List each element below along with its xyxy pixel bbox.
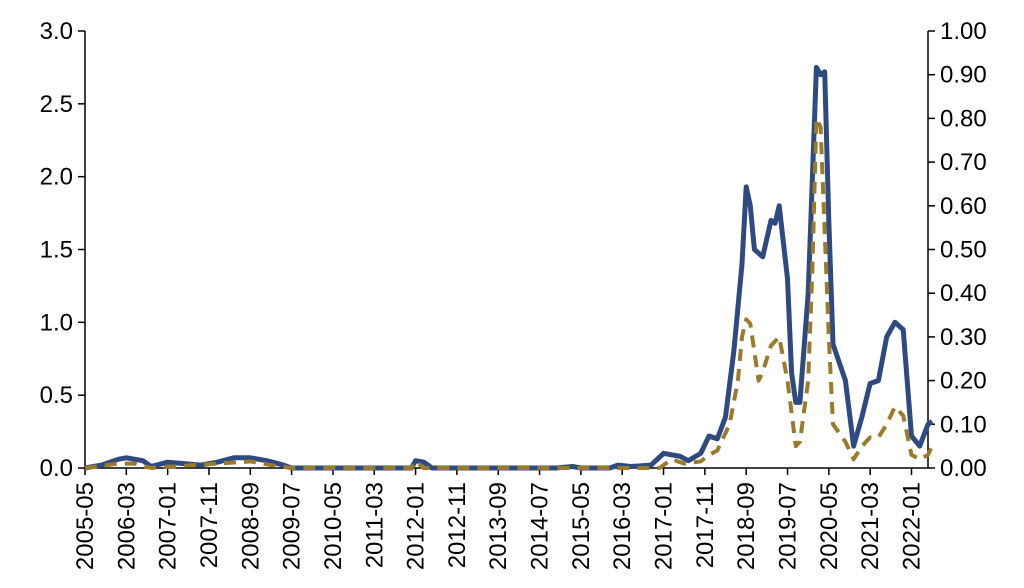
left-tick-label: 2.5 — [40, 91, 73, 118]
left-tick-label: 2.0 — [40, 164, 73, 191]
x-tick-label: 2008-09 — [237, 482, 264, 570]
x-tick-label: 2016-03 — [609, 482, 636, 570]
left-tick-label: 0.5 — [40, 382, 73, 409]
right-tick-label: 0.40 — [940, 280, 987, 307]
x-tick-label: 2014-07 — [527, 482, 554, 570]
right-tick-label: 0.50 — [940, 237, 987, 264]
x-tick-label: 2020-05 — [816, 482, 843, 570]
right-tick-label: 0.00 — [940, 455, 987, 482]
left-tick-label: 3.0 — [40, 18, 73, 45]
x-tick-label: 2007-11 — [196, 482, 223, 568]
left-tick-label: 1.5 — [40, 237, 73, 264]
right-axis-series-line — [84, 116, 934, 470]
right-tick-label: 0.70 — [940, 149, 987, 176]
right-tick-label: 0.30 — [940, 324, 987, 351]
right-tick-label: 1.00 — [940, 18, 987, 45]
x-tick-label: 2005-05 — [72, 482, 99, 570]
right-y-axis: 1.00 0.90 0.80 0.70 0.60 0.50 0.40 0.30 0.20 0.10… — [927, 18, 987, 482]
x-tick-label: 2010-05 — [320, 482, 347, 570]
x-tick-label: 2013-09 — [485, 482, 512, 570]
x-tick-label: 2009-07 — [279, 482, 306, 570]
right-tick-label: 0.80 — [940, 105, 987, 132]
x-tick-label: 2012-11 — [444, 482, 471, 568]
left-tick-label: 1.0 — [40, 309, 73, 336]
left-tick-label: 0.0 — [40, 455, 73, 482]
x-tick-label: 2017-11 — [692, 482, 719, 568]
x-tick-label: 2019-07 — [775, 482, 802, 570]
right-tick-label: 0.20 — [940, 368, 987, 395]
right-tick-label: 0.60 — [940, 193, 987, 220]
left-axis-series-line — [84, 64, 934, 471]
x-tick-label: 2021-03 — [857, 482, 884, 570]
x-tick-label: 2011-03 — [361, 482, 388, 568]
x-tick-label: 2007-01 — [155, 482, 182, 570]
series-layer — [84, 64, 934, 471]
x-tick-label: 2017-01 — [651, 482, 678, 570]
x-tick-label: 2022-01 — [898, 482, 925, 570]
x-tick-label: 2015-05 — [568, 482, 595, 570]
x-tick-label: 2012-01 — [403, 482, 430, 570]
left-y-axis: 3.0 2.5 2.0 1.5 1.0 0.5 0.0 — [40, 18, 86, 482]
x-axis: 2005-05 2006-03 2007-01 2007-11 2008-09 2009-… — [72, 467, 928, 570]
x-tick-label: 2006-03 — [113, 482, 140, 570]
right-tick-label: 0.90 — [940, 62, 987, 89]
x-tick-label: 2018-09 — [733, 482, 760, 570]
right-tick-label: 0.10 — [940, 411, 987, 438]
